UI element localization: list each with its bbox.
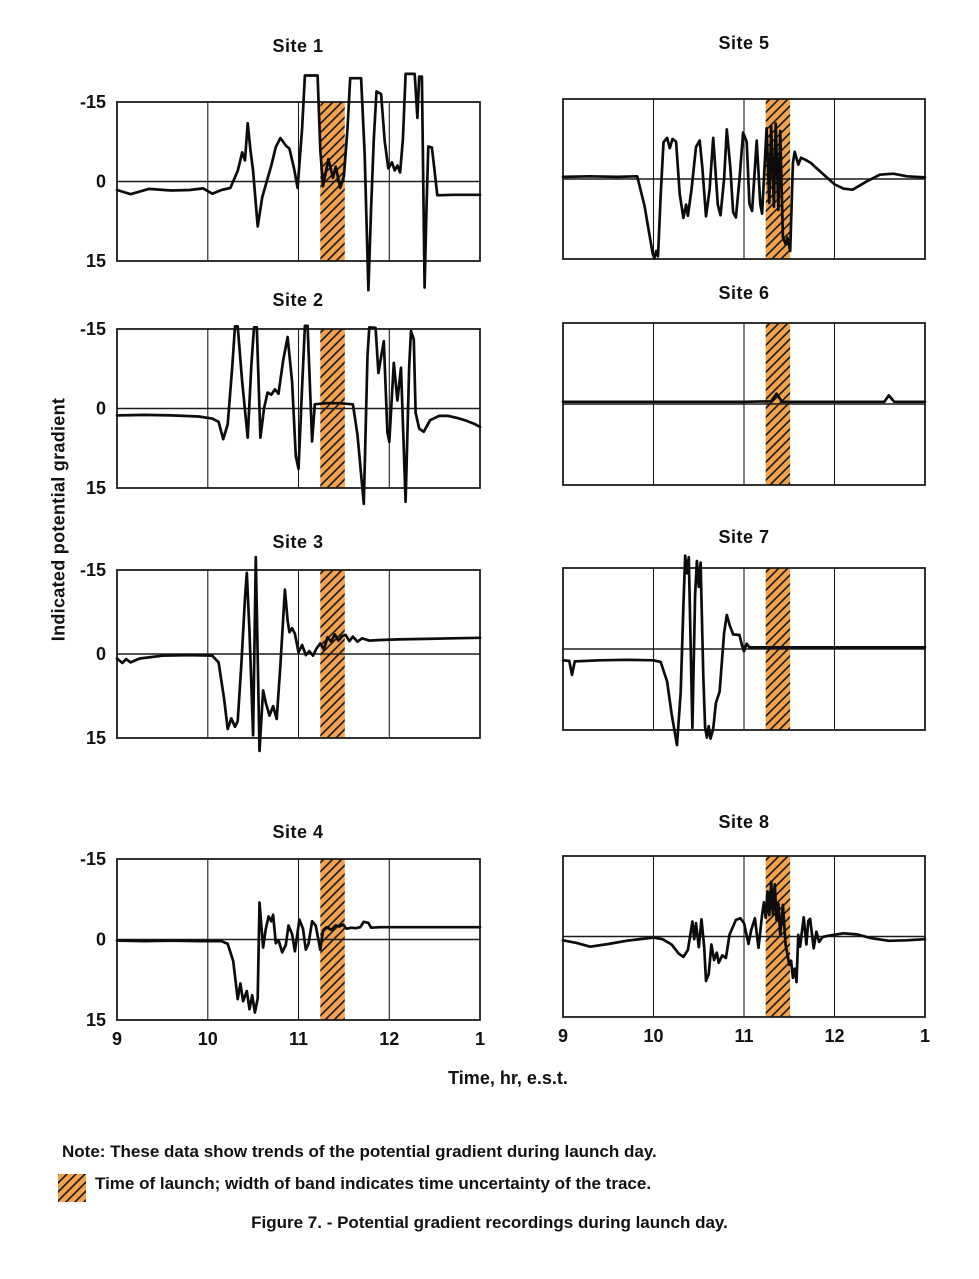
- chart-title-site-7: Site 7: [718, 527, 770, 547]
- svg-text:11: 11: [289, 1029, 308, 1049]
- chart-plot-svg: -15 0 15: [80, 72, 482, 292]
- svg-text:15: 15: [86, 478, 106, 498]
- chart-title-site-4: Site 4: [272, 822, 324, 842]
- svg-text:0: 0: [96, 172, 106, 192]
- chart-plot-svg: -15 0 15: [80, 555, 482, 753]
- svg-text:9: 9: [112, 1029, 122, 1049]
- svg-text:11: 11: [734, 1026, 753, 1046]
- svg-text:12: 12: [824, 1026, 844, 1046]
- svg-text:-15: -15: [80, 92, 106, 112]
- svg-text:0: 0: [96, 930, 106, 950]
- chart-title-site-5: Site 5: [718, 33, 770, 53]
- chart-site-1: -15 0 15: [80, 72, 482, 292]
- figure-caption: Figure 7. - Potential gradient recording…: [251, 1213, 728, 1232]
- chart-title-site-3: Site 3: [272, 532, 324, 552]
- svg-text:0: 0: [96, 399, 106, 419]
- svg-text:10: 10: [198, 1029, 218, 1049]
- launch-band-legend: Time of launch; width of band indicates …: [58, 1174, 651, 1202]
- chart-site-7: [561, 554, 927, 747]
- chart-site-8: 9 10 11 12 1: [558, 855, 930, 1046]
- svg-text:15: 15: [86, 251, 106, 271]
- chart-site-6: [561, 322, 927, 486]
- chart-plot-svg: -15 0 15: [80, 319, 482, 506]
- chart-plot-svg: [561, 322, 927, 486]
- svg-text:-15: -15: [80, 849, 106, 869]
- chart-plot-svg: [561, 554, 927, 747]
- chart-site-5: [561, 98, 927, 260]
- chart-site-4: -15 0 15 9 10 11 12 1: [80, 849, 485, 1049]
- y-axis-label: Indicated potential gradient: [48, 397, 69, 642]
- chart-site-2: -15 0 15: [80, 319, 482, 506]
- svg-text:12: 12: [379, 1029, 399, 1049]
- svg-text:9: 9: [558, 1026, 568, 1046]
- note-text: Note: These data show trends of the pote…: [62, 1142, 657, 1161]
- svg-text:1: 1: [920, 1026, 930, 1046]
- chart-title-site-1: Site 1: [272, 36, 324, 56]
- svg-text:15: 15: [86, 1010, 106, 1030]
- svg-text:1: 1: [475, 1029, 485, 1049]
- chart-plot-svg: -15 0 15 9 10 11 12 1: [80, 849, 485, 1049]
- svg-text:10: 10: [643, 1026, 663, 1046]
- chart-plot-svg: [561, 98, 927, 260]
- svg-text:-15: -15: [80, 319, 106, 339]
- chart-title-site-2: Site 2: [272, 290, 324, 310]
- svg-text:-15: -15: [80, 560, 106, 580]
- chart-site-3: -15 0 15: [80, 555, 482, 753]
- svg-text:15: 15: [86, 728, 106, 748]
- launch-band-hatch-icon: [58, 1174, 86, 1202]
- x-axis-label: Time, hr, e.s.t.: [448, 1068, 568, 1088]
- launch-band-legend-label: Time of launch; width of band indicates …: [95, 1174, 652, 1193]
- chart-title-site-6: Site 6: [718, 283, 770, 303]
- svg-text:0: 0: [96, 644, 106, 664]
- chart-plot-svg: 9 10 11 12 1: [558, 855, 930, 1046]
- chart-title-site-8: Site 8: [718, 812, 770, 832]
